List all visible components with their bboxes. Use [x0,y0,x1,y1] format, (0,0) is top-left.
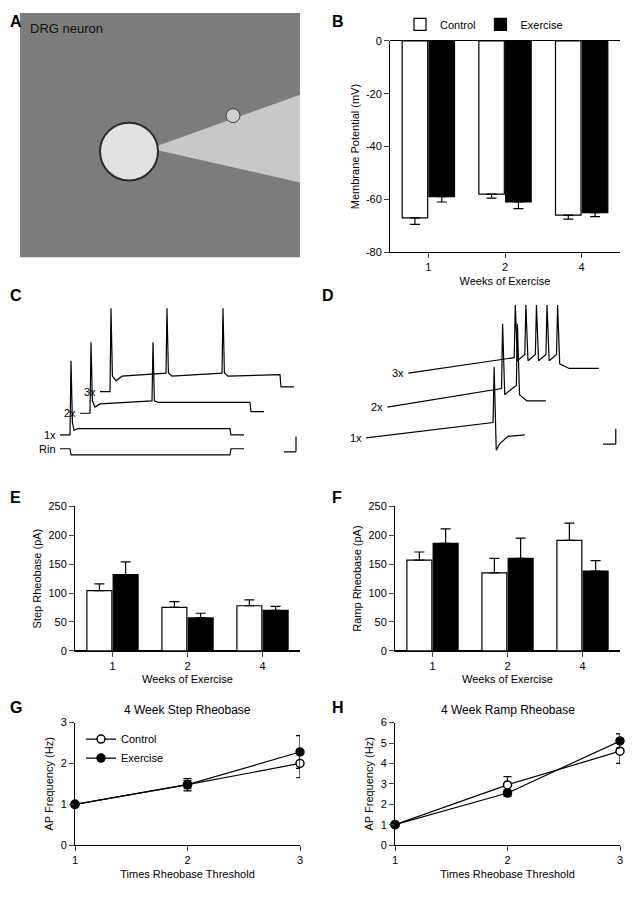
svg-text:1: 1 [392,854,398,866]
svg-text:1: 1 [61,798,67,810]
svg-text:AP Frequency (Hz): AP Frequency (Hz) [363,737,375,830]
svg-text:1: 1 [429,660,435,672]
svg-text:3: 3 [381,778,387,790]
svg-text:2: 2 [184,660,190,672]
svg-text:G: G [10,699,22,716]
svg-text:2x: 2x [64,407,76,419]
svg-text:1: 1 [381,819,387,831]
svg-text:0: 0 [376,35,382,47]
svg-text:2: 2 [504,854,510,866]
svg-text:F: F [332,489,342,506]
svg-text:3x: 3x [392,367,404,379]
svg-text:-20: -20 [366,88,382,100]
svg-text:2x: 2x [371,401,383,413]
svg-text:5: 5 [381,737,387,749]
svg-text:Exercise: Exercise [520,19,562,31]
svg-text:50: 50 [375,616,387,628]
svg-text:2: 2 [504,660,510,672]
svg-text:1x: 1x [350,432,362,444]
svg-text:3x: 3x [84,386,96,398]
svg-text:250: 250 [368,500,386,512]
svg-text:Ramp Rheobase (pA): Ramp Rheobase (pA) [351,525,363,631]
svg-text:1x: 1x [44,429,56,441]
svg-text:Membrane Potential (mV): Membrane Potential (mV) [349,84,361,209]
svg-text:200: 200 [48,529,66,541]
svg-text:-40: -40 [366,140,382,152]
svg-text:H: H [332,699,344,716]
svg-text:AP Frequency (Hz): AP Frequency (Hz) [43,737,55,830]
svg-text:100: 100 [368,587,386,599]
svg-text:3: 3 [61,716,67,728]
svg-text:Times Rheobase Threshold: Times Rheobase Threshold [120,868,255,880]
svg-text:A: A [10,13,22,30]
svg-text:3: 3 [297,854,303,866]
svg-text:4 Week Step Rheobase: 4 Week Step Rheobase [124,703,251,717]
svg-text:Rin: Rin [39,443,56,455]
svg-text:1: 1 [109,660,115,672]
svg-text:2: 2 [61,757,67,769]
svg-text:Weeks of Exercise: Weeks of Exercise [142,673,233,685]
svg-text:0: 0 [61,645,67,657]
svg-text:0: 0 [381,645,387,657]
svg-text:3: 3 [617,854,623,866]
svg-text:0: 0 [61,839,67,851]
svg-text:250: 250 [48,500,66,512]
svg-text:B: B [332,13,344,30]
svg-text:Weeks of Exercise: Weeks of Exercise [462,673,553,685]
svg-text:4: 4 [579,261,585,273]
svg-text:C: C [10,287,22,304]
svg-text:0: 0 [381,839,387,851]
svg-text:1: 1 [72,854,78,866]
svg-text:-60: -60 [366,193,382,205]
svg-text:E: E [10,489,21,506]
svg-text:Weeks of Exercise: Weeks of Exercise [460,275,551,287]
svg-text:6: 6 [381,716,387,728]
svg-text:Step Rheobase (pA): Step Rheobase (pA) [31,529,43,629]
svg-text:2: 2 [381,798,387,810]
svg-text:DRG neuron: DRG neuron [30,21,103,36]
svg-text:-80: -80 [366,246,382,258]
svg-text:1: 1 [425,261,431,273]
svg-text:4: 4 [579,660,585,672]
svg-text:4: 4 [259,660,265,672]
svg-text:150: 150 [48,558,66,570]
svg-text:4 Week Ramp Rheobase: 4 Week Ramp Rheobase [441,703,575,717]
svg-text:Control: Control [121,733,156,745]
svg-text:200: 200 [368,529,386,541]
svg-text:100: 100 [48,587,66,599]
svg-text:4: 4 [381,757,387,769]
svg-text:Exercise: Exercise [121,752,163,764]
svg-text:2: 2 [184,854,190,866]
svg-text:Times Rheobase Threshold: Times Rheobase Threshold [440,868,575,880]
svg-text:Control: Control [440,19,475,31]
svg-text:D: D [322,287,334,304]
svg-text:2: 2 [502,261,508,273]
svg-text:50: 50 [55,616,67,628]
svg-text:150: 150 [368,558,386,570]
